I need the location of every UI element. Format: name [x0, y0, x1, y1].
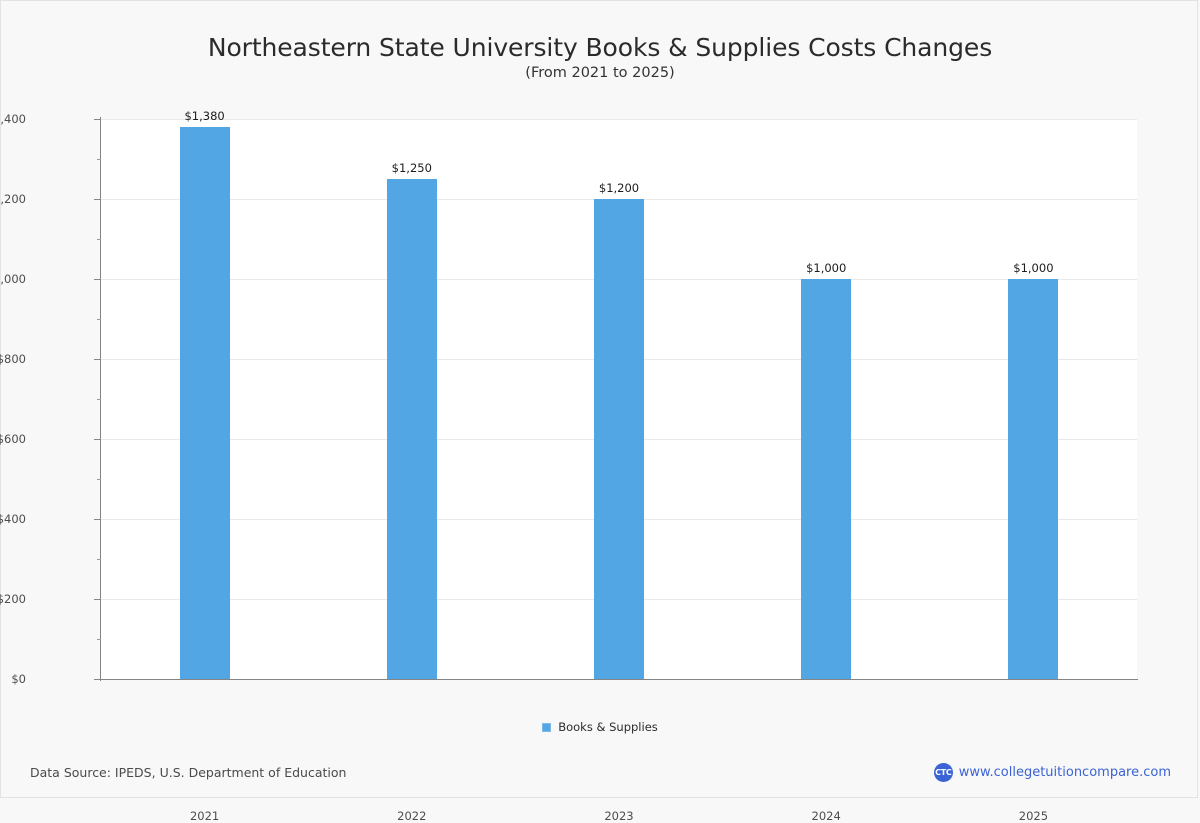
y-tick-major [94, 279, 101, 280]
y-tick-minor [97, 639, 101, 640]
y-gridline [101, 119, 1137, 120]
x-axis-label-2025: 2025 [1018, 809, 1049, 823]
data-source-text: Data Source: IPEDS, U.S. Department of E… [30, 765, 347, 780]
bar-value-label: $1,000 [806, 261, 847, 275]
y-axis-label: $1,200 [0, 192, 26, 206]
y-axis-label: $0 [11, 672, 26, 686]
y-tick-major [94, 519, 101, 520]
y-tick-major [94, 199, 101, 200]
y-tick-minor [97, 239, 101, 240]
chart-subtitle: (From 2021 to 2025) [525, 65, 675, 81]
x-axis-label-2022: 2022 [397, 809, 427, 823]
bar-2023[interactable] [594, 199, 644, 679]
bar-value-label: $1,250 [391, 161, 432, 175]
y-axis-label: $1,400 [0, 112, 26, 126]
x-axis-label-2021: 2021 [189, 809, 220, 823]
x-axis-line [100, 679, 1138, 680]
bar-2025[interactable] [1008, 279, 1059, 679]
x-axis-label-2024: 2024 [811, 809, 841, 823]
bar-value-label: $1,000 [1013, 261, 1054, 275]
y-tick-minor [97, 399, 101, 400]
y-axis-label: $600 [0, 432, 26, 446]
y-tick-major [94, 679, 101, 680]
legend-item-label: Books & Supplies [558, 720, 658, 734]
x-axis-label-2023: 2023 [604, 809, 634, 823]
brand-watermark[interactable]: CTC www.collegetuitioncompare.com [933, 763, 1171, 782]
bar-2022[interactable] [386, 179, 437, 679]
brand-url-link[interactable]: www.collegetuitioncompare.com [958, 765, 1171, 780]
y-axis-label: $1,000 [0, 272, 26, 286]
y-tick-minor [97, 559, 101, 560]
y-axis-label: $800 [0, 352, 26, 366]
legend-swatch-icon [542, 722, 552, 732]
chart-title: Northeastern State University Books & Su… [207, 33, 993, 62]
bar-2021[interactable] [179, 127, 230, 679]
bar-value-label: $1,200 [598, 181, 640, 195]
y-tick-major [94, 119, 101, 120]
y-tick-major [94, 439, 101, 440]
bar-value-label: $1,380 [184, 109, 225, 123]
y-tick-minor [97, 319, 101, 320]
ctc-logo-icon: CTC [933, 763, 953, 782]
y-tick-major [94, 359, 101, 360]
bar-2024[interactable] [801, 279, 852, 679]
y-axis-label: $400 [0, 512, 26, 526]
y-tick-minor [97, 159, 101, 160]
chart-legend: Books & Supplies [1, 720, 1199, 734]
y-tick-minor [97, 479, 101, 480]
y-tick-major [94, 599, 101, 600]
plot-area: $0 $200 $400 $600 $800 $1,000 $1,200 $1,400 $1,3… [0, 109, 1137, 823]
y-axis-label: $200 [0, 592, 26, 606]
